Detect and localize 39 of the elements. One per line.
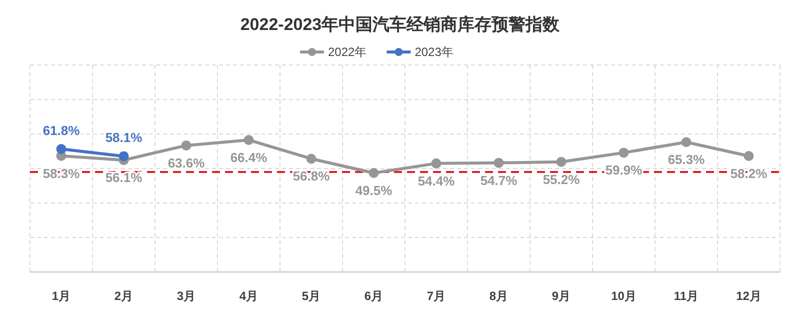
data-label: 58.1%: [105, 130, 143, 146]
point: [431, 158, 442, 168]
data-label: 49.5%: [355, 183, 393, 198]
x-tick-label: 5月: [302, 289, 321, 303]
data-label: 65.3%: [668, 152, 706, 168]
legend-label: 2022年: [328, 45, 367, 59]
data-label: 66.4%: [230, 150, 268, 165]
data-label: 59.9%: [605, 162, 643, 178]
point: [306, 154, 316, 164]
point: [494, 158, 504, 168]
data-label: 63.6%: [168, 155, 206, 170]
point: [556, 156, 566, 167]
x-tick-label: 11月: [674, 289, 699, 303]
x-tick-label: 9月: [552, 289, 571, 303]
point: [244, 135, 254, 145]
x-tick-label: 1月: [52, 289, 71, 303]
x-tick-label: 2月: [114, 289, 134, 303]
point: [368, 168, 379, 178]
data-label: 55.2%: [542, 172, 580, 187]
x-tick-label: 8月: [489, 289, 508, 303]
x-tick-label: 6月: [364, 289, 384, 303]
point: [681, 137, 692, 148]
x-tick-label: 10月: [611, 289, 636, 303]
point: [181, 140, 192, 150]
data-label: 56.8%: [292, 168, 330, 184]
x-tick-label: 3月: [176, 289, 196, 303]
point: [744, 151, 754, 162]
x-tick-label: 12月: [736, 289, 762, 303]
chart-title: 2022-2023年中国汽车经销商库存预警指数: [240, 15, 561, 34]
x-tick-label: 4月: [239, 289, 258, 303]
data-label: 61.8%: [42, 122, 80, 138]
data-label: 54.7%: [480, 172, 518, 188]
x-tick-label: 7月: [426, 289, 446, 303]
point: [118, 151, 129, 162]
point: [618, 148, 629, 158]
point: [56, 144, 66, 154]
legend-label: 2023年: [414, 45, 454, 59]
data-label: 54.4%: [418, 173, 456, 188]
data-label: 56.1%: [105, 170, 143, 186]
